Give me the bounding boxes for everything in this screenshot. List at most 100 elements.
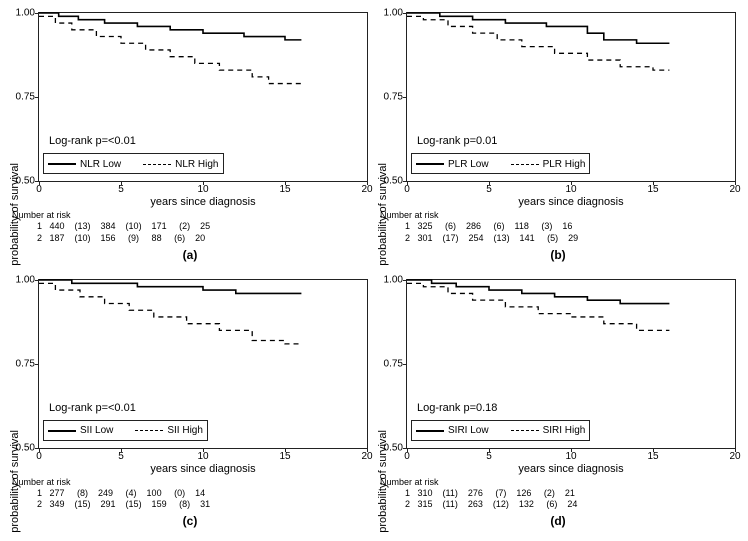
ytick-label: 0.50 xyxy=(7,442,35,453)
pvalue-label: Log-rank p=0.01 xyxy=(417,135,497,147)
xtick-label: 0 xyxy=(404,184,410,195)
ytick-label: 1.00 xyxy=(375,274,403,285)
xtick-label: 20 xyxy=(729,451,740,462)
legend-dashed-line-icon xyxy=(143,164,171,165)
plot-area: probability of survival0.500.751.0005101… xyxy=(38,279,368,449)
series-low xyxy=(407,13,669,43)
xtick-label: 0 xyxy=(404,451,410,462)
legend-item-low: SIRI Low SIRI High xyxy=(416,424,585,438)
legend-item-low: SII Low SII High xyxy=(48,424,203,438)
plot-area: probability of survival0.500.751.0005101… xyxy=(38,12,368,182)
risk-row: 1 440 (13) 384 (10) 171 (2) 25 xyxy=(12,221,368,232)
panel-caption: (b) xyxy=(550,248,565,262)
legend-dashed-line-icon xyxy=(511,164,539,165)
series-high xyxy=(407,283,669,330)
risk-header: Number at risk xyxy=(12,210,368,221)
risk-header: Number at risk xyxy=(380,477,736,488)
legend-solid-line-icon xyxy=(48,430,76,432)
xtick-label: 10 xyxy=(565,451,576,462)
ytick-label: 1.00 xyxy=(7,274,35,285)
ytick-label: 0.50 xyxy=(7,176,35,187)
ytick-label: 0.50 xyxy=(375,442,403,453)
panel-c: probability of survival0.500.751.0005101… xyxy=(6,271,374,538)
panel-caption: (c) xyxy=(183,514,198,528)
legend: SII Low SII High xyxy=(43,420,208,441)
ytick-label: 0.75 xyxy=(375,92,403,103)
legend: NLR Low NLR High xyxy=(43,153,224,174)
x-axis-label: years since diagnosis xyxy=(406,196,736,208)
risk-row: 1 277 (8) 249 (4) 100 (0) 14 xyxy=(12,488,368,499)
number-at-risk-table: Number at risk 1 310 (11) 276 (7) 126 (2… xyxy=(380,477,736,511)
xtick-label: 20 xyxy=(729,184,740,195)
risk-row: 2 315 (11) 263 (12) 132 (6) 24 xyxy=(380,499,736,510)
panel-caption: (a) xyxy=(183,248,198,262)
legend-solid-line-icon xyxy=(48,163,76,165)
number-at-risk-table: Number at risk 1 277 (8) 249 (4) 100 (0)… xyxy=(12,477,368,511)
xtick-label: 20 xyxy=(361,451,372,462)
risk-row: 2 301 (17) 254 (13) 141 (5) 29 xyxy=(380,233,736,244)
ytick-label: 0.75 xyxy=(375,358,403,369)
x-axis-label: years since diagnosis xyxy=(38,463,368,475)
pvalue-label: Log-rank p=0.18 xyxy=(417,402,497,414)
legend-high-label: SII High xyxy=(167,425,203,436)
plot-area: probability of survival0.500.751.0005101… xyxy=(406,12,736,182)
risk-row: 1 325 (6) 286 (6) 118 (3) 16 xyxy=(380,221,736,232)
legend-low-label: SIRI Low xyxy=(448,425,489,436)
risk-header: Number at risk xyxy=(12,477,368,488)
series-low xyxy=(39,13,301,40)
series-high xyxy=(407,16,669,70)
panel-a: probability of survival0.500.751.0005101… xyxy=(6,4,374,271)
x-axis-label: years since diagnosis xyxy=(406,463,736,475)
xtick-label: 5 xyxy=(118,451,124,462)
legend-item-low: NLR Low NLR High xyxy=(48,157,219,171)
number-at-risk-table: Number at risk 1 325 (6) 286 (6) 118 (3)… xyxy=(380,210,736,244)
panel-d: probability of survival0.500.751.0005101… xyxy=(374,271,742,538)
legend-low-label: SII Low xyxy=(80,425,113,436)
panel-caption: (d) xyxy=(550,514,565,528)
plot-area: probability of survival0.500.751.0005101… xyxy=(406,279,736,449)
xtick-label: 15 xyxy=(279,451,290,462)
ytick-label: 1.00 xyxy=(375,8,403,19)
xtick-label: 15 xyxy=(279,184,290,195)
xtick-label: 10 xyxy=(197,184,208,195)
legend: SIRI Low SIRI High xyxy=(411,420,590,441)
risk-row: 2 349 (15) 291 (15) 159 (8) 31 xyxy=(12,499,368,510)
panel-b: probability of survival0.500.751.0005101… xyxy=(374,4,742,271)
xtick-label: 15 xyxy=(647,451,658,462)
xtick-label: 15 xyxy=(647,184,658,195)
ytick-label: 0.75 xyxy=(7,358,35,369)
series-low xyxy=(39,280,301,293)
risk-row: 1 310 (11) 276 (7) 126 (2) 21 xyxy=(380,488,736,499)
legend-item-low: PLR Low PLR High xyxy=(416,157,585,171)
series-high xyxy=(39,283,301,343)
legend-high-label: NLR High xyxy=(175,159,218,170)
legend-low-label: NLR Low xyxy=(80,159,121,170)
xtick-label: 20 xyxy=(361,184,372,195)
xtick-label: 5 xyxy=(118,184,124,195)
xtick-label: 10 xyxy=(197,451,208,462)
legend-high-label: SIRI High xyxy=(543,425,586,436)
legend-low-label: PLR Low xyxy=(448,159,489,170)
legend-dashed-line-icon xyxy=(135,430,163,431)
ytick-label: 0.75 xyxy=(7,92,35,103)
legend-high-label: PLR High xyxy=(543,159,586,170)
series-low xyxy=(407,280,669,304)
number-at-risk-table: Number at risk 1 440 (13) 384 (10) 171 (… xyxy=(12,210,368,244)
legend-solid-line-icon xyxy=(416,430,444,432)
x-axis-label: years since diagnosis xyxy=(38,196,368,208)
xtick-label: 5 xyxy=(486,451,492,462)
ytick-label: 0.50 xyxy=(375,176,403,187)
ytick-label: 1.00 xyxy=(7,8,35,19)
pvalue-label: Log-rank p=<0.01 xyxy=(49,135,136,147)
xtick-label: 0 xyxy=(36,451,42,462)
figure-grid: probability of survival0.500.751.0005101… xyxy=(0,0,748,541)
xtick-label: 10 xyxy=(565,184,576,195)
risk-row: 2 187 (10) 156 (9) 88 (6) 20 xyxy=(12,233,368,244)
legend-dashed-line-icon xyxy=(511,430,539,431)
risk-header: Number at risk xyxy=(380,210,736,221)
pvalue-label: Log-rank p=<0.01 xyxy=(49,402,136,414)
xtick-label: 0 xyxy=(36,184,42,195)
legend-solid-line-icon xyxy=(416,163,444,165)
xtick-label: 5 xyxy=(486,184,492,195)
legend: PLR Low PLR High xyxy=(411,153,590,174)
